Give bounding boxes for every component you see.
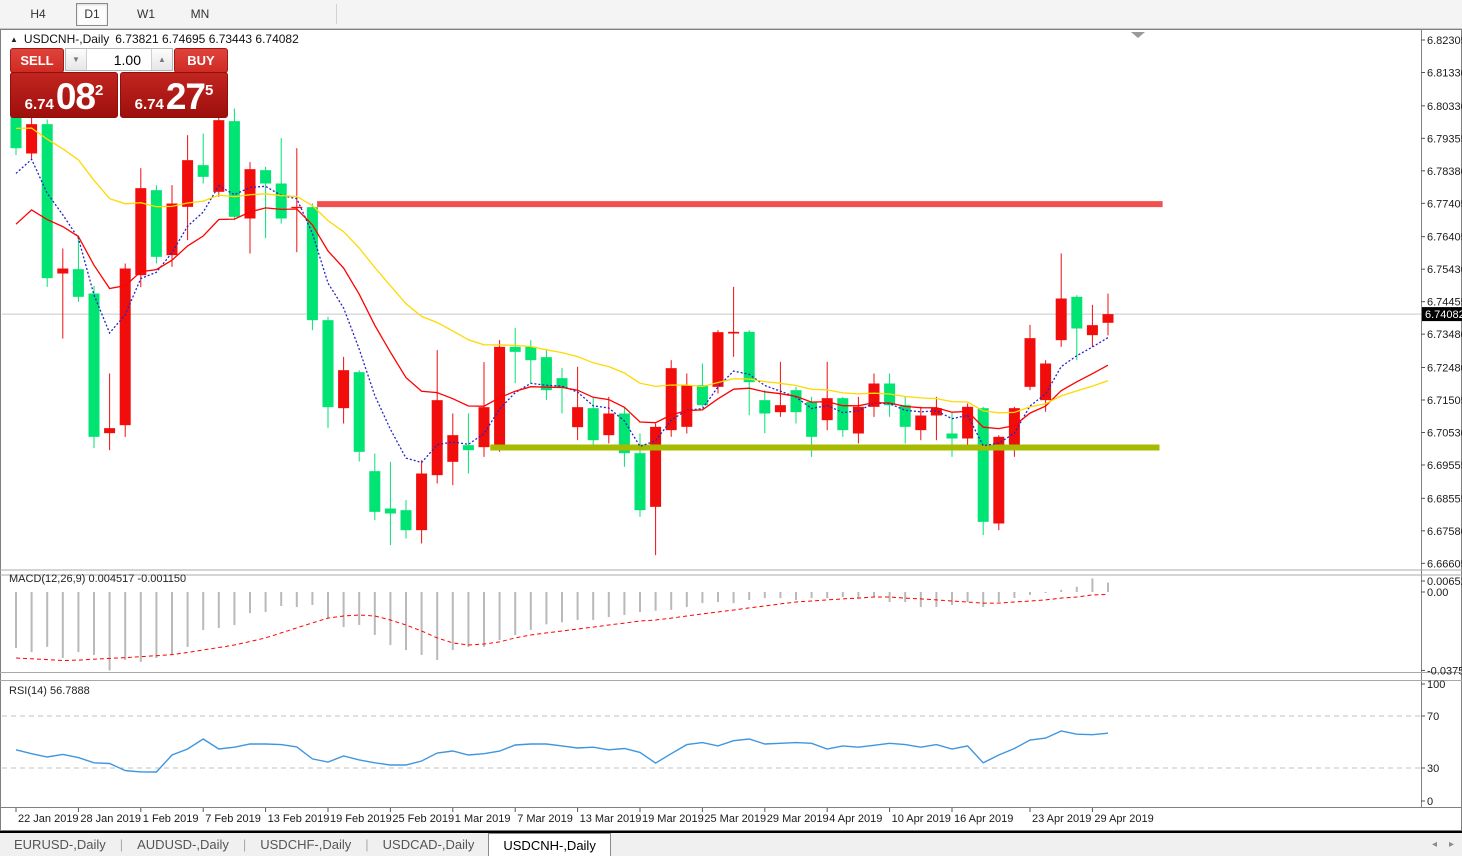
rsi-axis-label: 70 xyxy=(1427,711,1439,723)
tab-separator: | xyxy=(242,837,247,852)
date-axis-label: 1 Feb 2019 xyxy=(143,813,199,825)
date-axis-label: 29 Apr 2019 xyxy=(1094,813,1153,825)
timeframe-button-h4[interactable]: H4 xyxy=(30,7,46,21)
price-axis: 6.82305 6.81330 6.80330 6.79355 6.78380 6.774… xyxy=(1421,35,1462,808)
chart-shift-marker-icon[interactable] xyxy=(1131,32,1145,38)
macd-indicator-label: MACD(12,26,9) 0.004517 -0.001150 xyxy=(9,573,187,585)
date-axis-label: 7 Feb 2019 xyxy=(205,813,261,825)
candlestick-series xyxy=(10,106,1114,556)
sell-price-button[interactable]: 6.74 08 2 xyxy=(10,72,118,118)
price-axis-label: 6.69555 xyxy=(1427,460,1462,472)
toolbar-separator xyxy=(336,4,337,24)
chart-tab-usdchf[interactable]: USDCHF-,Daily xyxy=(260,837,352,852)
price-axis-label: 6.68555 xyxy=(1427,493,1462,505)
ma-fast-blue xyxy=(15,158,1109,464)
buy-price-big: 27 xyxy=(165,76,206,117)
timeframe-button-w1[interactable]: W1 xyxy=(137,7,155,21)
price-axis-label: 6.79355 xyxy=(1427,133,1462,145)
chart-tab-audusd[interactable]: AUDUSD-,Daily xyxy=(137,837,229,852)
macd-axis-label: -0.037575 xyxy=(1427,665,1462,677)
rsi-line xyxy=(15,730,1109,773)
chart-tabbar: EURUSD-,Daily | AUDUSD-,Daily | USDCHF-,Dail… xyxy=(0,831,1462,856)
date-axis-label: 22 Jan 2019 xyxy=(18,813,79,825)
date-axis-label: 25 Mar 2019 xyxy=(704,813,766,825)
sell-price-big: 08 xyxy=(55,76,96,117)
price-axis-label: 6.67580 xyxy=(1427,526,1462,538)
macd-axis-label: 0.006522 xyxy=(1427,576,1462,588)
rsi-pane xyxy=(2,715,1421,773)
date-axis-label: 16 Apr 2019 xyxy=(954,813,1013,825)
price-axis-label: 6.71505 xyxy=(1427,395,1462,407)
chart-tab-usdcad[interactable]: USDCAD-,Daily xyxy=(382,837,475,852)
price-axis-label: 6.72480 xyxy=(1427,363,1462,375)
rsi-axis-label: 30 xyxy=(1427,763,1439,775)
chart-canvas[interactable]: 6.82305 6.81330 6.80330 6.79355 6.78380 6.774… xyxy=(0,29,1462,831)
chart-ohlc-values: 6.73821 6.74695 6.73443 6.74082 xyxy=(115,32,299,46)
date-axis: 22 Jan 2019 28 Jan 2019 1 Feb 2019 7 Feb 20… xyxy=(15,808,1154,825)
date-axis-label: 19 Mar 2019 xyxy=(642,813,704,825)
volume-increase-icon[interactable]: ▲ xyxy=(151,49,172,70)
price-axis-label: 6.76405 xyxy=(1427,232,1462,244)
date-axis-label: 28 Jan 2019 xyxy=(80,813,141,825)
rsi-axis-label: 100 xyxy=(1427,679,1445,691)
buy-price-superscript: 5 xyxy=(205,82,214,99)
ma-mid-red xyxy=(15,207,1109,430)
buy-price-button[interactable]: 6.74 27 5 xyxy=(120,72,228,118)
date-axis-label: 23 Apr 2019 xyxy=(1032,813,1091,825)
timeframe-toolbar: H4 D1 W1 MN xyxy=(0,0,1462,29)
price-axis-label: 6.74455 xyxy=(1427,297,1462,309)
date-axis-label: 7 Mar 2019 xyxy=(517,813,573,825)
date-axis-label: 10 Apr 2019 xyxy=(892,813,951,825)
volume-input[interactable] xyxy=(87,49,151,70)
collapse-panel-icon[interactable]: ▲ xyxy=(10,34,18,44)
price-axis-label: 6.78380 xyxy=(1427,166,1462,178)
current-price-tag xyxy=(1422,307,1462,322)
ma-slow-yellow xyxy=(15,127,1109,414)
timeframe-button-d1[interactable]: D1 xyxy=(76,2,108,26)
tab-separator: | xyxy=(365,837,369,852)
price-axis-label: 6.75430 xyxy=(1427,264,1462,276)
price-axis-label: 6.81330 xyxy=(1427,68,1462,80)
date-axis-label: 25 Feb 2019 xyxy=(392,813,454,825)
tab-separator: | xyxy=(119,837,124,852)
buy-price-small: 6.74 xyxy=(134,96,164,113)
tab-scroll-controls: ◂ ▸ xyxy=(1432,833,1462,856)
macd-pane xyxy=(15,578,1109,671)
chart-tab-usdcnh[interactable]: USDCNH-,Daily xyxy=(488,833,611,856)
chart-tab-eurusd[interactable]: EURUSD-,Daily xyxy=(14,837,106,852)
timeframe-button-mn[interactable]: MN xyxy=(190,7,210,21)
sell-price-small: 6.74 xyxy=(24,96,54,113)
price-axis-label: 6.80330 xyxy=(1427,101,1462,113)
volume-stepper: ▼ ▲ xyxy=(65,48,173,71)
macd-axis-label: 0.00 xyxy=(1427,587,1448,599)
price-axis-label: 6.66605 xyxy=(1427,558,1462,570)
date-axis-label: 19 Feb 2019 xyxy=(330,813,392,825)
chart-window[interactable]: 6.82305 6.81330 6.80330 6.79355 6.78380 6.774… xyxy=(0,29,1462,831)
date-axis-label: 13 Mar 2019 xyxy=(580,813,642,825)
volume-decrease-icon[interactable]: ▼ xyxy=(66,49,87,70)
price-axis-label: 6.82305 xyxy=(1427,35,1462,47)
rsi-axis-label: 0 xyxy=(1427,796,1433,808)
date-axis-label: 13 Feb 2019 xyxy=(268,813,330,825)
price-axis-label: 6.77405 xyxy=(1427,198,1462,210)
buy-button[interactable]: BUY xyxy=(174,48,228,73)
tab-scroll-right-icon[interactable]: ▸ xyxy=(1448,839,1454,850)
tab-scroll-left-icon[interactable]: ◂ xyxy=(1431,839,1437,850)
chart-symbol-title: USDCNH-,Daily xyxy=(23,32,110,46)
sell-button[interactable]: SELL xyxy=(10,48,64,73)
macd-signal-line xyxy=(15,593,1109,662)
chart-header: ▲ USDCNH-,Daily 6.73821 6.74695 6.73443 … xyxy=(10,32,299,46)
date-axis-label: 29 Mar 2019 xyxy=(767,813,829,825)
date-axis-label: 1 Mar 2019 xyxy=(455,813,511,825)
price-axis-label: 6.70530 xyxy=(1427,428,1462,440)
rsi-indicator-label: RSI(14) 56.7888 xyxy=(9,685,90,697)
one-click-trading-panel: SELL ▼ ▲ BUY 6.74 08 2 6.74 27 5 xyxy=(10,48,228,120)
sell-price-superscript: 2 xyxy=(95,82,104,99)
date-axis-label: 4 Apr 2019 xyxy=(829,813,882,825)
current-price-tag-text: 6.74082 xyxy=(1425,309,1462,321)
price-axis-label: 6.73480 xyxy=(1427,329,1462,341)
